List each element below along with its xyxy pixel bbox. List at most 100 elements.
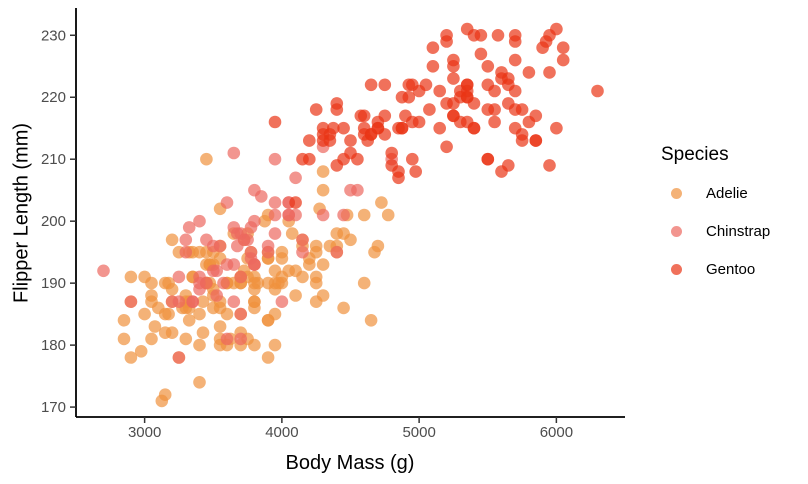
point-gentoo [529,134,543,147]
legend-item-chinstrap: Chinstrap [660,216,808,246]
point-adelie [145,332,158,346]
point-gentoo [515,103,529,116]
point-adelie [193,338,206,352]
point-gentoo [426,60,440,73]
point-gentoo [309,103,323,116]
point-gentoo [447,109,460,123]
point-chinstrap [337,208,350,222]
point-gentoo [378,109,392,123]
x-tick-label: 6000 [540,424,573,441]
point-chinstrap [220,258,234,271]
point-gentoo [543,159,556,172]
point-chinstrap [296,245,309,259]
point-gentoo [268,115,282,129]
point-gentoo [337,121,350,135]
point-chinstrap [217,276,230,290]
point-adelie [375,196,388,209]
point-gentoo [460,115,474,129]
point-gentoo [426,41,440,54]
legend-label-adelie: Adelie [706,184,748,202]
point-gentoo [419,78,433,92]
point-adelie [248,295,261,309]
legend-label-gentoo: Gentoo [706,260,756,278]
point-adelie [162,307,175,321]
point-chinstrap [172,270,186,284]
point-chinstrap [231,239,244,253]
point-adelie [364,314,378,327]
point-adelie [117,332,131,346]
point-gentoo [488,84,501,98]
legend-label-chinstrap: Chinstrap [706,222,771,240]
point-adelie [196,295,210,309]
point-gentoo [385,146,399,160]
point-adelie [285,227,299,240]
point-adelie [261,314,275,327]
point-adelie [134,345,148,358]
point-gentoo [433,121,447,135]
point-adelie [309,295,323,309]
point-adelie [155,394,169,408]
point-gentoo [447,72,460,85]
point-adelie [316,165,330,178]
point-adelie [248,338,261,352]
point-chinstrap [193,214,206,228]
point-adelie [303,258,316,271]
point-adelie [357,276,371,290]
point-gentoo [539,35,553,48]
y-tick-label: 210 [41,151,66,168]
point-chinstrap [234,270,247,284]
point-gentoo [440,140,453,154]
point-chinstrap [172,295,186,309]
point-gentoo [460,22,474,36]
point-gentoo [481,60,495,73]
point-chinstrap [289,208,302,222]
legend-item-adelie: Adelie [660,178,808,208]
y-tick-label: 220 [41,89,66,106]
point-gentoo [330,97,344,110]
point-chinstrap [210,264,223,278]
point-chinstrap [268,208,282,222]
point-gentoo [409,165,423,178]
point-chinstrap [268,152,282,166]
point-chinstrap [227,221,241,234]
point-chinstrap [172,351,186,364]
point-adelie [268,338,282,352]
point-gentoo [323,134,337,147]
point-gentoo [364,78,378,92]
point-gentoo [423,103,436,116]
point-gentoo [412,115,426,129]
point-gentoo [515,134,529,147]
point-chinstrap [179,233,193,247]
point-adelie [337,301,350,315]
point-gentoo [440,35,453,48]
legend-key-gentoo-icon [671,263,682,275]
point-chinstrap [275,295,289,309]
point-chinstrap [182,221,196,234]
point-chinstrap [268,196,282,209]
y-tick-label: 180 [41,337,66,354]
point-chinstrap [289,171,302,185]
legend-item-gentoo: Gentoo [660,254,808,284]
point-gentoo [522,66,536,79]
legend-title: Species [661,144,729,165]
point-gentoo [556,53,570,67]
point-adelie [148,320,162,333]
point-adelie [138,307,151,321]
point-gentoo [508,53,522,67]
point-gentoo [395,90,409,104]
point-gentoo [344,134,357,147]
point-gentoo [481,152,495,166]
point-gentoo [433,84,447,98]
point-adelie [124,351,138,364]
point-gentoo [330,159,344,172]
point-gentoo [502,97,515,110]
point-adelie [371,239,385,253]
point-adelie [182,314,196,327]
point-gentoo [454,90,467,104]
point-chinstrap [124,295,138,309]
point-gentoo [488,115,501,129]
y-tick-label: 200 [41,213,66,230]
point-gentoo [550,22,563,36]
